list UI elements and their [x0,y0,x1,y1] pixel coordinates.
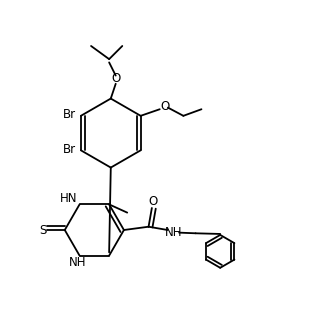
Text: NH: NH [165,226,182,239]
Text: NH: NH [69,256,87,269]
Text: O: O [111,72,120,85]
Text: O: O [160,100,170,113]
Text: HN: HN [59,192,77,205]
Text: O: O [148,195,157,208]
Text: Br: Br [63,108,76,121]
Text: S: S [39,223,47,236]
Text: Br: Br [63,143,76,156]
